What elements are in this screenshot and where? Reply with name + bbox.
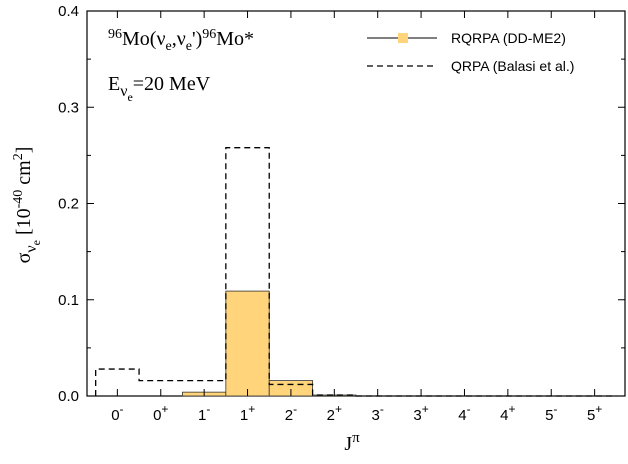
legend-rqrpa-marker <box>398 33 408 43</box>
x-tick-label-base: 0 <box>111 407 119 424</box>
qrpa-step-line <box>95 147 617 397</box>
x-tick-label-base: 4 <box>500 407 508 424</box>
reaction-part3: ') <box>192 28 202 50</box>
x-tick-label: 5+ <box>587 402 602 424</box>
x-tick-label-parity: + <box>595 402 602 416</box>
y-axis-ticks: 0.0 0.1 0.2 0.3 0.4 <box>58 3 625 405</box>
x-tick-label-base: 5 <box>545 407 553 424</box>
y-tick-label: 0.1 <box>58 292 79 309</box>
x-axis-ticks: 0- 0+ 1- 1+ 2- 2+ 3- 3+ 4- 4+ 5- 5+ <box>111 11 602 424</box>
rqrpa-bar <box>225 290 270 397</box>
y-tick-label: 0.4 <box>58 3 79 20</box>
x-tick-label-parity: - <box>467 402 471 416</box>
x-tick-label: 2+ <box>327 402 342 424</box>
reaction-mid-sup: 96 <box>202 27 216 42</box>
qrpa-bars <box>95 147 617 397</box>
x-tick-label-base: 1 <box>198 407 206 424</box>
x-tick-label: 2- <box>285 402 297 424</box>
x-tick-label-base: 2 <box>327 407 335 424</box>
legend-qrpa-label: QRPA (Balasi et al.) <box>451 58 574 74</box>
x-tick-label-parity: - <box>553 402 557 416</box>
x-tick-label-base: 2 <box>285 407 293 424</box>
x-tick-label: 1+ <box>240 402 255 424</box>
energy-sub-e: e <box>127 90 132 104</box>
y-label-unit-exp2: 2 <box>11 153 26 160</box>
x-tick-label-parity: + <box>335 402 342 416</box>
reaction-annotation: 96Mo(νe,νe')96Mo* <box>108 27 254 54</box>
y-tick-label: 0.2 <box>58 196 79 213</box>
reaction-part2: ,ν <box>172 28 186 50</box>
x-tick-label: 4- <box>458 402 470 424</box>
reaction-sub2: e <box>186 39 192 54</box>
x-tick-label: 0- <box>111 402 123 424</box>
reaction-pre-sup: 96 <box>108 27 122 42</box>
x-tick-label-base: 1 <box>240 407 248 424</box>
x-tick-label-parity: - <box>120 402 124 416</box>
x-tick-label: 0+ <box>153 402 168 424</box>
y-label-unit-open: [10 <box>13 208 35 240</box>
y-label-unit-exp: -40 <box>11 190 26 209</box>
y-label-unit-mid: cm <box>13 160 35 190</box>
x-tick-label-base: 3 <box>413 407 421 424</box>
x-tick-label-base: 5 <box>587 407 595 424</box>
x-tick-label-parity: - <box>206 402 210 416</box>
x-tick-label: 3+ <box>413 402 428 424</box>
legend: RQRPA (DD-ME2) QRPA (Balasi et al.) <box>367 30 574 74</box>
reaction-sub1: e <box>166 39 172 54</box>
x-label-j: J <box>344 433 352 455</box>
reaction-part4: Mo* <box>216 28 254 50</box>
energy-annotation: Eνe=20 MeV <box>108 73 211 104</box>
energy-e: E <box>108 73 120 95</box>
x-tick-label: 4+ <box>500 402 515 424</box>
energy-value: =20 MeV <box>133 73 211 95</box>
x-tick-label-parity: + <box>248 402 255 416</box>
y-label-sigma: σ <box>13 252 35 263</box>
x-tick-label: 3- <box>372 402 384 424</box>
y-label-unit-close: ] <box>13 147 35 154</box>
x-tick-label: 5- <box>545 402 557 424</box>
y-label-e: e <box>29 240 43 245</box>
x-axis-label: Jπ <box>344 430 360 455</box>
x-tick-label-base: 4 <box>458 407 466 424</box>
x-tick-label-parity: - <box>380 402 384 416</box>
x-tick-label-parity: + <box>422 402 429 416</box>
x-tick-label-parity: + <box>509 402 516 416</box>
x-tick-label-parity: + <box>161 402 168 416</box>
x-tick-label-base: 0 <box>153 407 161 424</box>
y-tick-label: 0.3 <box>58 99 79 116</box>
x-tick-label: 1- <box>198 402 210 424</box>
x-tick-label-base: 3 <box>372 407 380 424</box>
x-tick-label-parity: - <box>293 402 297 416</box>
reaction-part1: Mo(ν <box>122 28 166 50</box>
y-axis-label: σνe [10-40 cm2] <box>11 147 43 264</box>
legend-rqrpa-label: RQRPA (DD-ME2) <box>451 30 566 46</box>
y-tick-label: 0.0 <box>58 388 79 405</box>
y-label-nu: ν <box>23 245 40 252</box>
energy-nu: ν <box>120 83 127 100</box>
x-label-pi: π <box>352 430 360 446</box>
